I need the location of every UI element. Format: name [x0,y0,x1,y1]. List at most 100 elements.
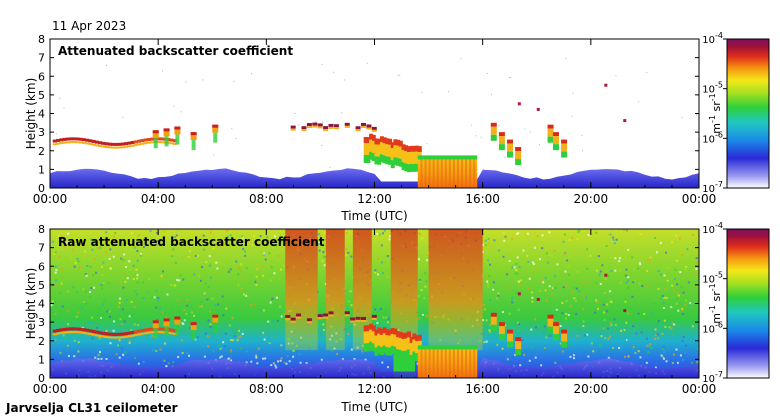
noise-speck [119,318,122,321]
noise-speck [118,297,121,300]
noise-speck [599,325,602,328]
cloud-top-mark [306,123,312,127]
precipitation-streak [473,348,476,378]
cloud-layer-mark [72,137,77,141]
cloud-mark [191,330,196,341]
noise-speck [181,351,184,354]
cloud-mark [369,323,374,330]
cloud-layer-mark [59,328,64,332]
noise-speck [517,321,520,324]
cloud-mark [401,150,406,163]
cloud-mark [385,347,390,356]
noise-speck [646,72,648,74]
noise-speck [79,240,82,243]
cloud-mark [363,331,368,344]
noise-speck [174,261,177,264]
panel-title: Attenuated backscatter coefficient [58,44,293,58]
cloud-top-mark [317,314,323,318]
panel-title: Raw attenuated backscatter coefficient [58,235,325,249]
y-tick-label: 6 [38,70,45,83]
noise-speck [157,296,160,299]
cloud-layer-mark [172,332,177,335]
colorbar-tick-label: 10-6 [702,130,723,145]
noise-speck [142,246,145,249]
cloud-mark [369,329,374,342]
noise-speck [331,349,334,352]
noise-speck [58,292,61,295]
cloud-layer-mark [101,141,106,145]
noise-speck [695,268,698,271]
noise-speck [267,320,270,323]
noise-speck [482,243,485,246]
noise-speck [599,344,602,347]
noise-speck [492,288,495,291]
cloud-layer-mark [81,138,86,142]
noise-speck [350,348,353,351]
noise-speck [362,350,365,353]
noise-speck [582,325,585,328]
noise-speck [67,232,70,235]
noise-speck [136,323,139,326]
noise-speck [689,302,692,305]
noise-speck [681,358,684,361]
noise-speck [423,297,426,300]
noise-speck [645,337,648,340]
noise-speck [674,268,677,271]
noise-speck [545,252,548,255]
noise-speck [255,284,258,287]
noise-speck [576,270,579,273]
noise-speck [51,300,54,303]
noise-speck [421,260,424,263]
noise-speck [322,329,325,332]
noise-speck [663,274,666,277]
noise-speck [91,316,94,319]
noise-speck [90,321,93,324]
noise-speck [571,290,574,293]
noise-speck [92,274,95,277]
noise-speck [460,58,462,60]
noise-speck [680,253,683,256]
noise-speck [566,259,569,262]
noise-speck [207,345,210,348]
noise-speck [554,275,557,278]
noise-speck [128,342,131,345]
cloud-layer-mark [133,144,138,147]
noise-speck [109,342,112,345]
cloud-mark [382,155,387,164]
noise-speck [364,358,367,361]
noise-speck [517,280,520,283]
precipitation-streak [456,348,459,378]
colorbar-tick-label: 10-5 [702,271,723,286]
noise-speck [520,347,523,350]
noise-speck [585,296,588,299]
noise-speck [691,325,694,328]
noise-speck [153,296,156,299]
noise-speck [317,337,320,340]
noise-speck [249,238,252,241]
noise-speck [561,312,564,315]
noise-speck [93,286,96,289]
noise-speck [610,324,613,327]
noise-speck [346,308,349,311]
noise-speck [675,259,678,262]
noise-speck [548,285,551,288]
cloud-mark [490,134,497,141]
noise-speck [186,329,189,332]
noise-speck [543,325,546,328]
noise-speck [639,233,642,236]
noise-speck [203,248,206,251]
noise-speck [120,257,123,260]
noise-speck [84,290,87,293]
precipitation-streak [440,158,443,188]
cloud-mark [163,318,170,322]
noise-speck [650,346,653,349]
cloud-mark [498,326,505,335]
noise-speck [280,315,283,318]
noise-speck [136,293,139,296]
noise-speck [107,281,110,284]
noise-speck [487,242,490,245]
cloud-mark [398,158,403,167]
x-tick-label: 00:00 [682,382,717,396]
noise-speck [527,260,530,263]
noise-speck [520,279,523,282]
